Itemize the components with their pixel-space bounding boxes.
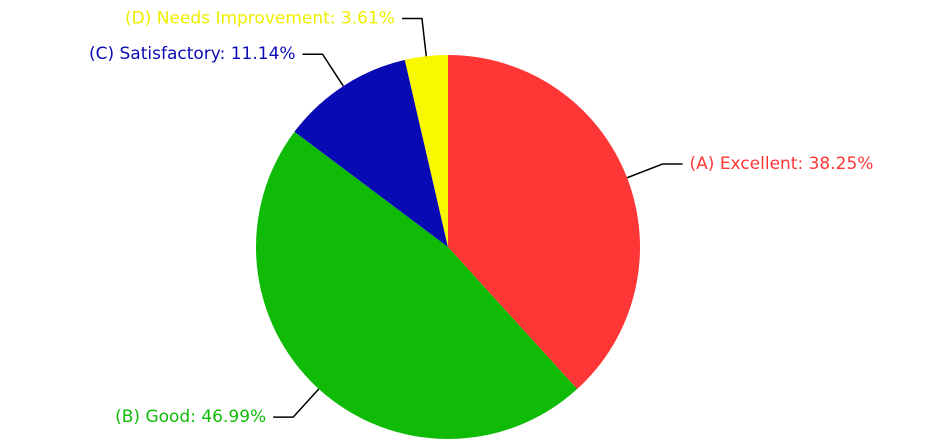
slice-label: (D) Needs Improvement: 3.61% <box>125 8 395 28</box>
pie-slice <box>294 59 448 247</box>
leader-line <box>626 163 683 179</box>
slice-label: (A) Excellent: 38.25% <box>690 154 874 174</box>
leader-line <box>302 53 344 87</box>
slice-label: (C) Satisfactory: 11.14% <box>89 44 296 64</box>
pie-slice <box>404 55 448 247</box>
pie-slice <box>448 55 641 390</box>
slice-label: (B) Good: 46.99% <box>115 407 266 427</box>
leader-line <box>273 388 320 418</box>
leader-line <box>401 17 428 57</box>
pie-slice <box>256 131 578 440</box>
